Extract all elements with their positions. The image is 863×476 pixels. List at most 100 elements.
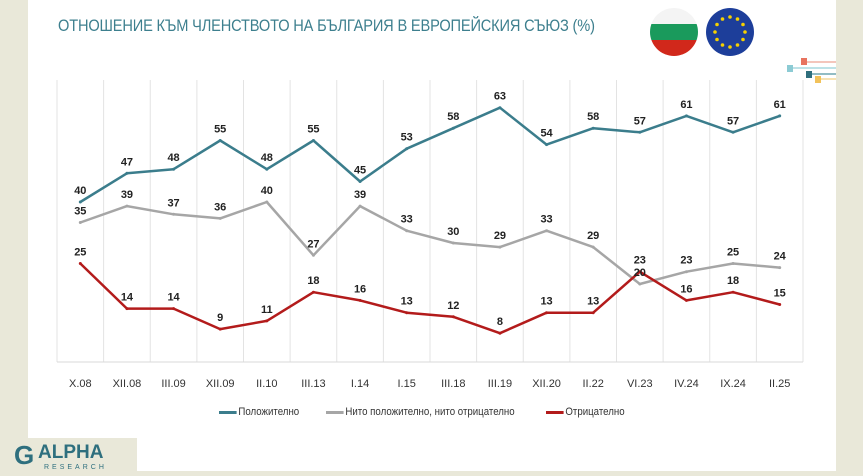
data-label: 40 xyxy=(261,185,273,197)
legend-swatch xyxy=(219,410,237,414)
x-tick-label: X.08 xyxy=(69,378,92,390)
data-label: 48 xyxy=(167,152,179,164)
data-point xyxy=(591,311,595,315)
data-point xyxy=(778,303,782,306)
data-point xyxy=(311,290,315,294)
star xyxy=(735,17,740,21)
data-label: 13 xyxy=(587,296,599,308)
data-point xyxy=(78,221,82,224)
x-tick-label: III.13 xyxy=(301,378,325,390)
data-point xyxy=(78,200,82,204)
data-point xyxy=(405,311,409,315)
series-line-1 xyxy=(79,200,780,286)
x-tick-label: II.25 xyxy=(769,378,790,390)
data-point xyxy=(451,315,455,319)
series-line-2 xyxy=(79,262,781,335)
data-label: 27 xyxy=(307,238,319,250)
star xyxy=(743,30,747,34)
data-label: 30 xyxy=(447,226,459,238)
star xyxy=(741,22,745,27)
data-point xyxy=(405,147,409,151)
data-point xyxy=(218,327,222,331)
data-point xyxy=(358,298,362,302)
data-point xyxy=(731,130,735,134)
data-label: 8 xyxy=(497,316,503,328)
data-point xyxy=(778,266,782,270)
data-label: 33 xyxy=(401,214,413,226)
x-tick-label: XII.09 xyxy=(206,378,235,390)
alpha-research-logo: G ALPHA RESEARCH xyxy=(0,438,137,471)
data-label: 13 xyxy=(401,296,413,308)
data-label: 54 xyxy=(540,128,553,140)
data-point xyxy=(265,167,269,171)
data-point xyxy=(172,167,176,171)
x-tick-label: VI.23 xyxy=(627,378,653,390)
data-label: 14 xyxy=(167,292,180,304)
star xyxy=(720,43,725,47)
data-point xyxy=(218,216,222,220)
data-label: 20 xyxy=(634,267,646,279)
data-point xyxy=(78,262,82,265)
data-point xyxy=(172,212,176,216)
data-point xyxy=(265,319,269,323)
legend-item-positive: Положително xyxy=(219,406,299,418)
data-label: 25 xyxy=(74,247,86,259)
star xyxy=(735,43,740,47)
x-tick-label: IV.24 xyxy=(674,378,699,390)
data-point xyxy=(498,106,502,110)
data-label: 14 xyxy=(121,292,134,304)
data-point xyxy=(358,180,362,183)
data-point xyxy=(731,262,735,265)
data-point xyxy=(591,245,595,249)
eu-flag-icon xyxy=(706,8,754,56)
data-label: 16 xyxy=(680,283,692,295)
legend-item-negative: Отрицателно xyxy=(546,406,625,418)
data-point xyxy=(684,270,688,274)
x-tick-label: III.09 xyxy=(161,378,185,390)
data-label: 57 xyxy=(727,115,739,127)
chart-title: ОТНОШЕНИЕ КЪМ ЧЛЕНСТВОТО НА БЪЛГАРИЯ В Е… xyxy=(58,16,595,35)
svg-text:ALPHA: ALPHA xyxy=(38,442,104,463)
data-point xyxy=(684,298,688,302)
data-point xyxy=(218,139,222,142)
data-point xyxy=(498,245,502,249)
data-label: 16 xyxy=(354,283,366,295)
data-label: 45 xyxy=(354,165,366,177)
x-tick-label: III.19 xyxy=(488,378,512,390)
data-label: 36 xyxy=(214,201,226,213)
data-label: 18 xyxy=(727,275,739,287)
series-lines xyxy=(78,106,782,335)
data-label: 29 xyxy=(494,230,506,242)
data-point xyxy=(265,200,269,204)
series-line-0 xyxy=(79,106,781,204)
data-label: 23 xyxy=(634,255,646,267)
x-tick-labels: X.08 XII.08 III.09 XII.09 II.10 III.13 I.14 I.1… xyxy=(69,378,790,390)
data-point xyxy=(451,241,455,245)
legend-item-neutral: Нито положително, нито отрицателно xyxy=(326,406,515,418)
star xyxy=(728,15,732,19)
x-tick-label: IX.24 xyxy=(720,378,746,390)
data-label: 15 xyxy=(774,288,786,300)
slide-panel xyxy=(28,0,836,471)
data-label: 58 xyxy=(447,111,459,123)
data-point xyxy=(638,282,642,286)
data-label: 37 xyxy=(167,197,179,209)
svg-text:G: G xyxy=(14,440,34,470)
data-label: 55 xyxy=(214,124,226,136)
data-label: 35 xyxy=(74,206,86,218)
data-point xyxy=(545,311,549,315)
data-label: 61 xyxy=(774,99,786,111)
star xyxy=(715,22,719,27)
data-label: 23 xyxy=(680,255,692,267)
data-point xyxy=(125,171,129,175)
data-label: 61 xyxy=(680,99,692,111)
data-point xyxy=(638,130,642,134)
data-label: 11 xyxy=(261,304,273,316)
decorative-squares xyxy=(787,58,836,83)
data-point xyxy=(545,143,549,147)
x-tick-label: II.10 xyxy=(256,378,277,390)
legend-swatch xyxy=(546,410,564,414)
data-label: 12 xyxy=(447,300,459,312)
data-point xyxy=(358,204,362,208)
bulgaria-flag-icon xyxy=(650,8,698,56)
